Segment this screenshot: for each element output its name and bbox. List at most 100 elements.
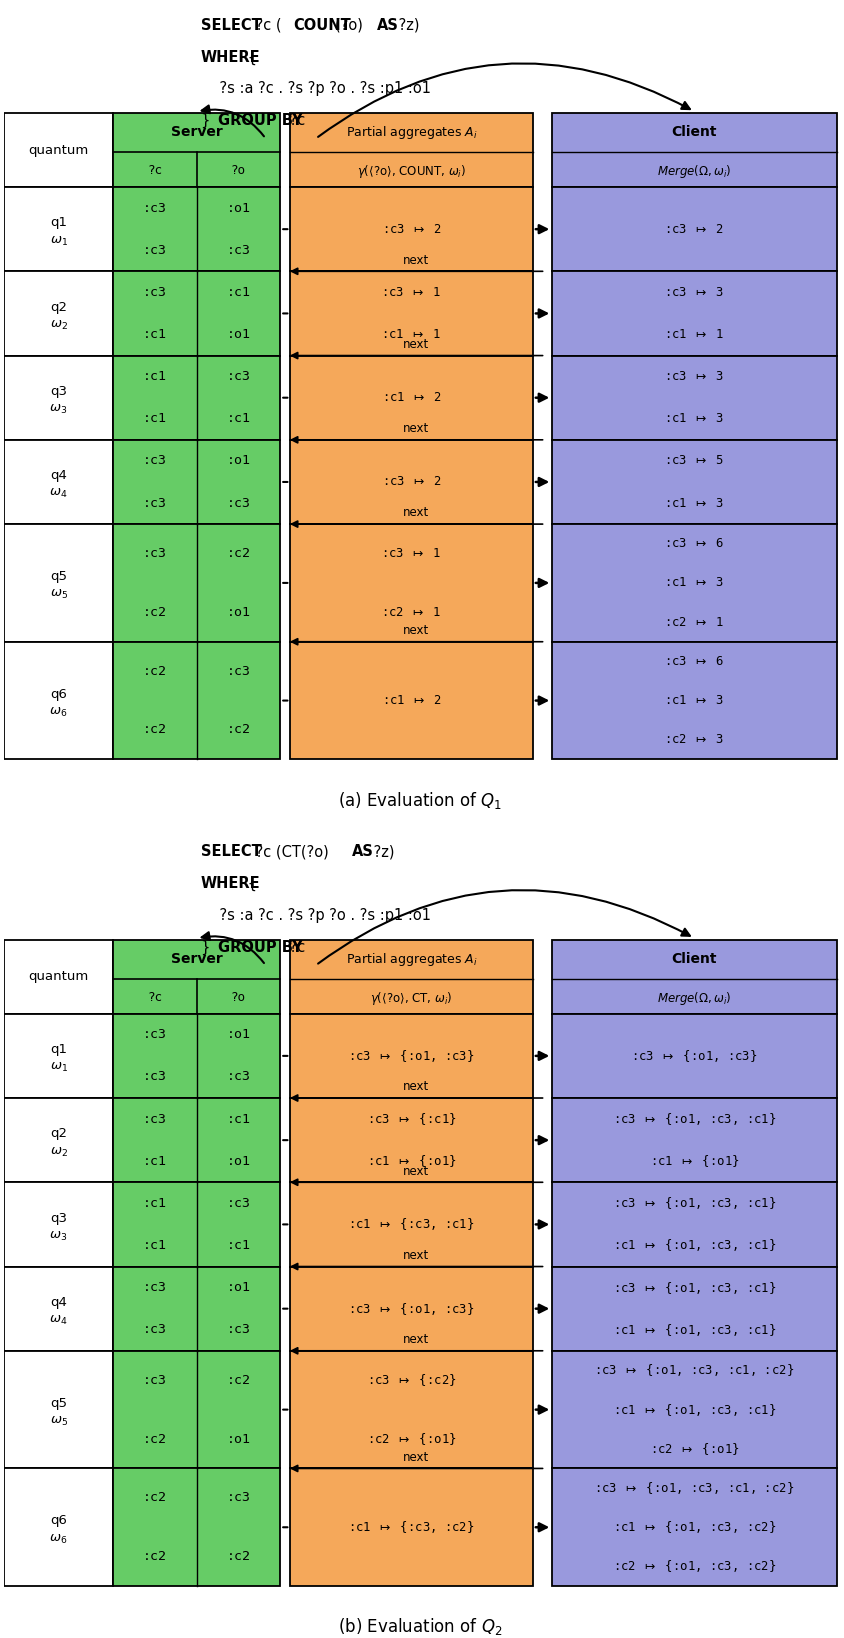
Text: q3: q3: [50, 1212, 67, 1225]
Text: :c3 $\mapsto$ 6: :c3 $\mapsto$ 6: [663, 655, 724, 668]
Text: }: }: [201, 940, 214, 955]
Text: :c3 $\mapsto$ {:o1, :c3}: :c3 $\mapsto$ {:o1, :c3}: [630, 1048, 757, 1065]
Text: q5: q5: [50, 1397, 67, 1410]
FancyBboxPatch shape: [290, 524, 533, 642]
Text: q2: q2: [50, 1127, 67, 1140]
Text: $\gamma(\langle$?o$\rangle$, COUNT, $\omega_i)$: $\gamma(\langle$?o$\rangle$, COUNT, $\om…: [357, 164, 466, 180]
Text: :c3: :c3: [143, 1374, 166, 1387]
Text: ?c: ?c: [147, 164, 162, 177]
Text: next: next: [403, 1451, 429, 1464]
FancyBboxPatch shape: [290, 355, 533, 441]
Text: :c2: :c2: [226, 724, 250, 737]
FancyBboxPatch shape: [4, 1266, 113, 1351]
FancyBboxPatch shape: [551, 1351, 836, 1468]
Text: :c3: :c3: [226, 1491, 250, 1504]
Text: :c1 $\mapsto$ 3: :c1 $\mapsto$ 3: [663, 413, 723, 426]
Text: :c2 $\mapsto$ 1: :c2 $\mapsto$ 1: [381, 606, 441, 619]
Text: q6: q6: [50, 688, 67, 701]
Text: :c2: :c2: [143, 606, 166, 619]
Text: $\omega_6$: $\omega_6$: [49, 1533, 68, 1546]
Text: :c1: :c1: [143, 328, 166, 341]
Text: :c3 $\mapsto$ {:o1, :c3, :c1}: :c3 $\mapsto$ {:o1, :c3, :c1}: [612, 1279, 775, 1296]
Text: Partial aggregates $A_i$: Partial aggregates $A_i$: [345, 950, 477, 968]
Text: :c1 $\mapsto$ {:o1}: :c1 $\mapsto$ {:o1}: [366, 1153, 456, 1170]
Text: WHERE: WHERE: [201, 876, 260, 891]
Text: :c1 $\mapsto$ 3: :c1 $\mapsto$ 3: [663, 695, 723, 708]
Text: :c2: :c2: [143, 1491, 166, 1504]
Text: :c3: :c3: [143, 287, 166, 298]
FancyBboxPatch shape: [113, 272, 280, 355]
FancyBboxPatch shape: [4, 642, 113, 760]
Text: :c3: :c3: [143, 1324, 166, 1337]
FancyBboxPatch shape: [4, 441, 113, 524]
Text: :c3 $\mapsto$ {:o1, :c3, :c1, :c2}: :c3 $\mapsto$ {:o1, :c3, :c1, :c2}: [593, 1363, 793, 1379]
Text: :c3 $\mapsto$ {:o1, :c3}: :c3 $\mapsto$ {:o1, :c3}: [348, 1048, 474, 1065]
FancyBboxPatch shape: [551, 272, 836, 355]
Text: :c2 $\mapsto$ {:o1, :c3, :c2}: :c2 $\mapsto$ {:o1, :c3, :c2}: [612, 1558, 775, 1574]
FancyBboxPatch shape: [290, 1468, 533, 1586]
FancyBboxPatch shape: [113, 1183, 280, 1266]
Text: q4: q4: [50, 468, 67, 482]
FancyBboxPatch shape: [551, 1097, 836, 1183]
Text: q2: q2: [50, 301, 67, 313]
FancyBboxPatch shape: [4, 1468, 113, 1586]
Text: next: next: [403, 1165, 429, 1178]
Text: :c1: :c1: [226, 413, 250, 426]
Text: :c3 $\mapsto$ 2: :c3 $\mapsto$ 2: [381, 475, 441, 488]
Text: :c2 $\mapsto$ {:o1}: :c2 $\mapsto$ {:o1}: [366, 1432, 456, 1446]
FancyBboxPatch shape: [290, 940, 533, 1014]
Text: :c3 $\mapsto$ {:o1, :c3}: :c3 $\mapsto$ {:o1, :c3}: [348, 1301, 474, 1317]
Text: SELECT: SELECT: [201, 18, 262, 33]
Text: :c3 $\mapsto$ {:o1, :c3, :c1}: :c3 $\mapsto$ {:o1, :c3, :c1}: [612, 1196, 775, 1212]
Text: Client: Client: [671, 126, 717, 139]
FancyBboxPatch shape: [551, 1183, 836, 1266]
Text: SELECT: SELECT: [201, 845, 262, 860]
FancyBboxPatch shape: [113, 1014, 280, 1097]
Text: Client: Client: [671, 952, 717, 966]
Text: :c3 $\mapsto$ 3: :c3 $\mapsto$ 3: [663, 287, 723, 298]
Text: :o1: :o1: [226, 1029, 250, 1042]
Text: :c3 $\mapsto$ {:o1, :c3, :c1}: :c3 $\mapsto$ {:o1, :c3, :c1}: [612, 1111, 775, 1127]
Text: $\omega_1$: $\omega_1$: [50, 1061, 68, 1075]
Text: :c2 $\mapsto$ {:o1}: :c2 $\mapsto$ {:o1}: [649, 1441, 738, 1456]
Text: :o1: :o1: [226, 606, 250, 619]
FancyBboxPatch shape: [113, 1266, 280, 1351]
FancyBboxPatch shape: [113, 940, 280, 1014]
FancyBboxPatch shape: [290, 1351, 533, 1468]
Text: :c1 $\mapsto$ 1: :c1 $\mapsto$ 1: [381, 328, 441, 341]
Text: COUNT: COUNT: [293, 18, 350, 33]
Text: :o1: :o1: [226, 1155, 250, 1168]
Text: $\omega_2$: $\omega_2$: [50, 319, 68, 333]
Text: :c3: :c3: [143, 454, 166, 467]
Text: :c1 $\mapsto$ {:c3, :c1}: :c1 $\mapsto$ {:c3, :c1}: [348, 1217, 474, 1232]
Text: :c2: :c2: [143, 1550, 166, 1563]
FancyBboxPatch shape: [290, 1097, 533, 1183]
Text: :o1: :o1: [226, 201, 250, 215]
Text: $\omega_2$: $\omega_2$: [50, 1145, 68, 1158]
Text: :c3: :c3: [143, 1112, 166, 1125]
Text: :o1: :o1: [226, 1433, 250, 1445]
FancyBboxPatch shape: [4, 524, 113, 642]
Text: next: next: [403, 254, 429, 267]
Text: ?s :a ?c . ?s ?p ?o . ?s :p1 :o1: ?s :a ?c . ?s ?p ?o . ?s :p1 :o1: [201, 907, 430, 924]
Text: ?c: ?c: [284, 113, 305, 128]
Text: :c1 $\mapsto$ 1: :c1 $\mapsto$ 1: [663, 328, 723, 341]
Text: :c2: :c2: [143, 1433, 166, 1445]
Text: :c2: :c2: [226, 1374, 250, 1387]
FancyBboxPatch shape: [551, 940, 836, 1014]
Text: next: next: [403, 506, 429, 519]
Text: :c1 $\mapsto$ 2: :c1 $\mapsto$ 2: [381, 391, 441, 405]
Text: $\gamma(\langle$?o$\rangle$, CT, $\omega_i)$: $\gamma(\langle$?o$\rangle$, CT, $\omega…: [370, 989, 452, 1007]
Text: $\omega_3$: $\omega_3$: [50, 403, 68, 416]
Text: next: next: [403, 1079, 429, 1093]
Text: {: {: [242, 876, 257, 891]
Text: (a) Evaluation of $Q_1$: (a) Evaluation of $Q_1$: [338, 790, 502, 811]
FancyBboxPatch shape: [4, 272, 113, 355]
FancyBboxPatch shape: [551, 355, 836, 441]
FancyBboxPatch shape: [113, 113, 280, 187]
Text: :c1 $\mapsto$ {:o1, :c3, :c2}: :c1 $\mapsto$ {:o1, :c3, :c2}: [612, 1520, 775, 1535]
Text: $\omega_4$: $\omega_4$: [49, 488, 68, 501]
FancyBboxPatch shape: [551, 187, 836, 272]
Text: WHERE: WHERE: [201, 49, 260, 64]
Text: :c3 $\mapsto$ 1: :c3 $\mapsto$ 1: [381, 287, 441, 298]
